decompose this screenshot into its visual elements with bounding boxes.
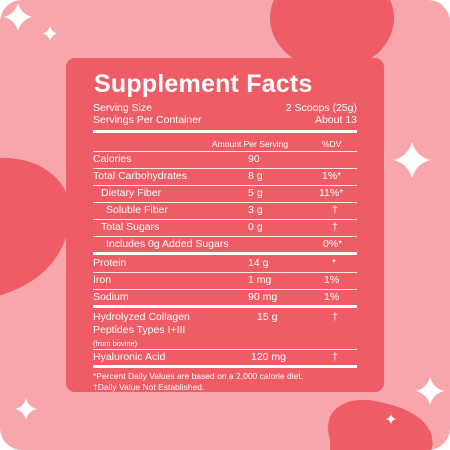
hyaluronic-amount: 120 mg <box>251 351 287 363</box>
nutrient-label: Soluble Fiber <box>106 204 168 216</box>
nutrient-amount: 8 g <box>248 170 263 182</box>
nutrient-dv: † <box>332 204 338 216</box>
nutrient-dv: 1% <box>324 291 340 303</box>
nutrient-dv: 1% <box>324 274 340 286</box>
collagen-amount: 15 g <box>257 311 278 323</box>
nutrient-label: Iron <box>93 274 112 286</box>
nutrient-label: Includes 0g Added Sugars <box>106 238 229 250</box>
nutrient-label: Total Sugars <box>101 221 160 233</box>
nutrient-label: Dietary Fiber <box>101 187 162 199</box>
divider <box>93 365 357 368</box>
collagen-label: Hydrolyzed Collagen <box>93 311 190 323</box>
divider <box>93 202 357 203</box>
nutrient-amount: 90 mg <box>248 291 278 303</box>
nutrient-amount: 14 g <box>248 257 269 269</box>
nutrient-dv: 1%* <box>322 170 342 182</box>
hyaluronic-label: Hyaluronic Acid <box>93 351 166 363</box>
collagen-note: (from bovine) <box>93 339 138 348</box>
nutrient-amount: 1 mg <box>248 274 272 286</box>
divider <box>93 252 357 255</box>
nutrient-amount: 5 g <box>248 187 263 199</box>
divider <box>93 349 357 350</box>
divider <box>93 168 357 169</box>
divider <box>93 185 357 186</box>
divider <box>93 219 357 220</box>
divider <box>93 130 357 133</box>
nutrient-dv: † <box>332 221 338 233</box>
strawberry-icon <box>328 399 433 450</box>
strawberry-icon <box>0 157 71 296</box>
serving-size-value: 2 Scoops (25g) <box>285 102 357 114</box>
sparkle-icon <box>386 414 396 424</box>
nutrient-amount: 0 g <box>248 221 263 233</box>
strawberry-icon <box>270 0 394 70</box>
divider <box>93 289 357 290</box>
sparkle-icon <box>394 142 430 178</box>
servings-per-container-value: About 13 <box>314 114 357 126</box>
nutrient-label: Calories <box>93 153 132 165</box>
serving-size-label: Serving Size <box>93 102 152 114</box>
nutrient-label: Protein <box>93 257 127 269</box>
panel-title: Supplement Facts <box>94 70 313 98</box>
divider <box>93 272 357 273</box>
nutrient-dv: 0%* <box>323 238 343 250</box>
divider <box>93 305 357 308</box>
nutrient-dv: * <box>332 257 337 269</box>
amount-header: Amount Per Serving <box>212 139 289 149</box>
footnote-not-established: †Daily Value Not Established. <box>93 382 205 392</box>
nutrient-amount: 3 g <box>248 204 263 216</box>
collagen-dv: † <box>332 311 338 323</box>
supplement-facts-panel: Supplement Facts Serving Size 2 Scoops (… <box>66 58 384 392</box>
servings-per-container-label: Servings Per Container <box>93 114 202 126</box>
nutrient-dv: 11%* <box>319 187 344 199</box>
divider <box>93 151 357 152</box>
collagen-label-line2: Peptides Types I+III <box>93 324 186 336</box>
sparkle-icon <box>4 3 32 31</box>
divider <box>93 236 357 237</box>
hyaluronic-dv: † <box>332 351 338 363</box>
sparkle-icon <box>416 377 444 405</box>
nutrient-label: Sodium <box>93 291 129 303</box>
nutrient-label: Total Carbohydrates <box>93 170 187 182</box>
footnote-dv: *Percent Daily Values are based on a 2,0… <box>93 371 304 381</box>
nutrient-amount: 90 <box>248 153 260 165</box>
sparkle-icon <box>43 26 57 41</box>
sparkle-icon <box>15 398 37 420</box>
dv-header: %DV <box>322 139 342 149</box>
